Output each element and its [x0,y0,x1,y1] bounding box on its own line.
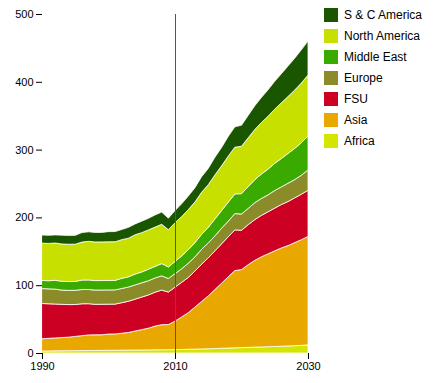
svg-text:1990: 1990 [30,360,54,372]
svg-text:400: 400 [15,76,33,88]
svg-text:500: 500 [15,8,33,20]
svg-text:0: 0 [27,347,33,359]
svg-text:2010: 2010 [163,360,187,372]
svg-text:200: 200 [15,211,33,223]
html-text:Asia: Asia [344,113,368,127]
html-text:Middle East: Middle East [344,50,407,64]
html-text:North America: North America [344,29,420,43]
html-text:FSU: FSU [344,92,368,106]
svg-text:2030: 2030 [296,360,320,372]
svg-text:300: 300 [15,144,33,156]
html-text:Europe: Europe [344,71,383,85]
html-text:Africa: Africa [344,134,375,148]
html-text:S & C America: S & C America [344,8,422,22]
svg-text:100: 100 [15,279,33,291]
